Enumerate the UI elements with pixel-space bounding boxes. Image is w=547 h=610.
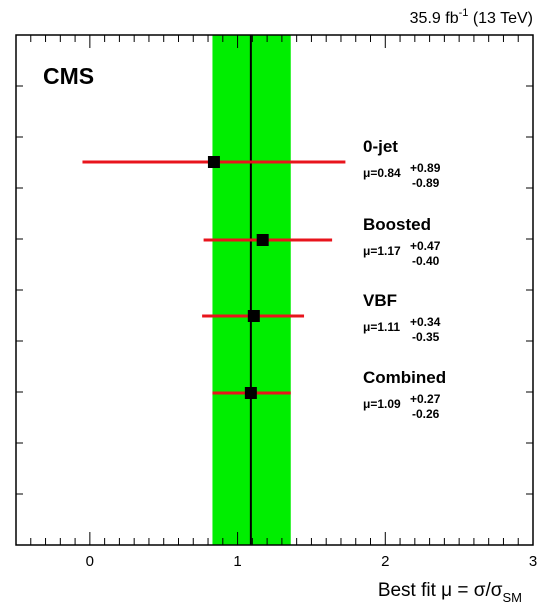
x-tick-label: 1 xyxy=(233,553,241,570)
experiment-label: CMS xyxy=(43,63,94,89)
category-label: VBF xyxy=(363,291,397,310)
error-down-label: -0.40 xyxy=(412,254,440,268)
axis-ticks: 0 1 2 3 xyxy=(16,34,537,570)
x-tick-label: 2 xyxy=(381,553,389,570)
data-point-0-jet: 0-jet μ=0.84 +0.89-0.89 xyxy=(82,137,441,190)
error-up-label: +0.34 xyxy=(410,315,441,329)
error-down-label: -0.89 xyxy=(412,176,440,190)
x-tick-label: 0 xyxy=(86,553,94,570)
x-axis-label-subscript: SM xyxy=(503,590,523,605)
error-up-label: +0.89 xyxy=(410,161,441,175)
x-tick-label: 3 xyxy=(529,553,537,570)
x-axis-label: Best fit μ = σ/σSM xyxy=(378,580,522,605)
category-label: 0-jet xyxy=(363,137,398,156)
data-point-vbf: VBF μ=1.11 +0.34-0.35 xyxy=(202,291,441,344)
category-label: Boosted xyxy=(363,215,431,234)
mu-value: μ=1.11 xyxy=(363,320,400,334)
x-axis-label-main: Best fit μ = σ/σ xyxy=(378,580,503,601)
category-label: Combined xyxy=(363,368,446,387)
error-down-label: -0.35 xyxy=(412,330,440,344)
luminosity-label: 35.9 fb-1 (13 TeV) xyxy=(410,7,533,27)
error-down-label: -0.26 xyxy=(412,407,440,421)
mu-value: μ=1.17 xyxy=(363,244,401,258)
error-up-label: +0.27 xyxy=(410,392,441,406)
point-marker xyxy=(256,234,269,246)
luminosity-value: 35.9 fb xyxy=(410,10,459,27)
point-marker xyxy=(244,387,257,399)
error-up-label: +0.47 xyxy=(410,239,441,253)
data-point-combined: Combined μ=1.09 +0.27-0.26 xyxy=(212,368,446,421)
data-point-boosted: Boosted μ=1.17 +0.47-0.40 xyxy=(203,215,441,268)
mu-value: μ=0.84 xyxy=(363,166,401,180)
point-marker xyxy=(207,156,220,168)
luminosity-energy: (13 TeV) xyxy=(468,10,533,27)
point-marker xyxy=(247,310,260,322)
luminosity-exponent: -1 xyxy=(459,7,469,19)
mu-value: μ=1.09 xyxy=(363,397,401,411)
